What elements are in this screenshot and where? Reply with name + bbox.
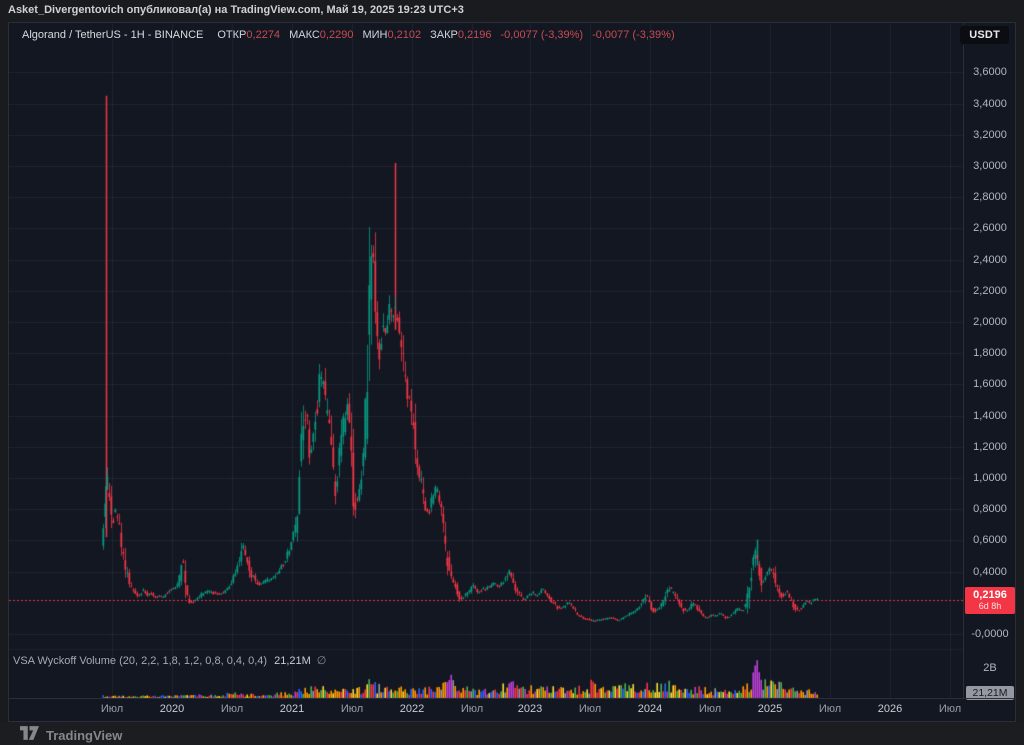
ohlc-high-value: 0,2290	[319, 29, 354, 41]
last-price-value: 0,2196	[973, 588, 1007, 601]
last-price-label: 0,2196 6d 8h	[965, 586, 1015, 614]
price-tick-label: 1,6000	[973, 378, 1007, 391]
bar-countdown: 6d 8h	[978, 600, 1002, 611]
ohlc-open-label: ОТКР	[217, 29, 247, 41]
indicator-value: 21,21M	[274, 655, 311, 667]
price-tick-label: 1,4000	[973, 409, 1007, 422]
price-tick-label: 0,4000	[973, 565, 1007, 578]
price-tick-label: 2,6000	[973, 222, 1007, 235]
price-tick-label: 2,2000	[973, 284, 1007, 297]
tradingview-logo-icon[interactable]	[20, 726, 39, 745]
ohlc-open-value: 0,2274	[246, 29, 281, 41]
time-tick-label: 2026	[877, 703, 903, 715]
time-axis[interactable]: Июл 2020 Июл 2021 Июл 2022 Июл 2023 Июл 2024 Июл 20…	[9, 698, 1015, 721]
price-tick-label: 3,6000	[973, 66, 1007, 79]
volume-axis-tick: 2B	[983, 662, 997, 674]
candlestick-chart-canvas[interactable]	[9, 23, 963, 699]
time-tick-label: Июл	[578, 703, 602, 715]
price-tick-label: 0,6000	[973, 534, 1007, 547]
ohlc-high-label: МАКС	[289, 29, 320, 41]
volume-last-value-badge: 21,21M	[966, 686, 1014, 700]
footer-brand-text[interactable]: TradingView	[46, 728, 123, 743]
ohlc-close-value: 0,2196	[457, 29, 492, 41]
time-tick-label: 2023	[517, 703, 543, 715]
time-tick-label: Июл	[698, 703, 722, 715]
price-tick-label: 0,8000	[973, 503, 1007, 516]
ohlc-close-label: ЗАКР	[430, 29, 458, 41]
time-tick-label: Июл	[100, 703, 124, 715]
time-tick-label: Июл	[220, 703, 244, 715]
time-tick-label: Июл	[340, 703, 364, 715]
price-tick-label: 3,2000	[973, 128, 1007, 141]
change-absolute-percent-2: -0,0077 (-3,39%)	[592, 29, 675, 41]
time-tick-label: 2020	[159, 703, 185, 715]
currency-toggle-button[interactable]: USDT	[959, 25, 1010, 45]
footer: TradingView	[0, 722, 1024, 745]
time-tick-label: 2024	[637, 703, 663, 715]
price-tick-label: 3,4000	[973, 97, 1007, 110]
price-tick-label: 2,8000	[973, 191, 1007, 204]
price-tick-label: 3,0000	[973, 160, 1007, 172]
chart-area: Algorand / TetherUS - 1H - BINANCE ОТКР0,…	[8, 22, 1016, 722]
time-tick-label: Июл	[460, 703, 484, 715]
price-tick-label: 1,0000	[973, 472, 1007, 484]
symbol-legend: Algorand / TetherUS - 1H - BINANCE ОТКР0,…	[22, 29, 684, 41]
change-absolute-percent: -0,0077 (-3,39%)	[500, 29, 584, 41]
time-tick-label: 2025	[757, 703, 783, 715]
price-tick-label: 1,8000	[973, 347, 1007, 360]
time-tick-label: Июл	[818, 703, 842, 715]
ohlc-low-label: МИН	[362, 29, 388, 41]
price-tick-label: -0,0000	[971, 628, 1009, 640]
symbol-title[interactable]: Algorand / TetherUS - 1H - BINANCE	[22, 29, 204, 41]
time-tick-label: 2021	[279, 703, 305, 715]
price-tick-label: 2,4000	[973, 253, 1007, 266]
indicator-average-icon: ∅	[316, 655, 327, 667]
indicator-title[interactable]: VSA Wyckoff Volume (20, 2,2, 1,8, 1,2, 0…	[13, 655, 268, 667]
price-tick-label: 1,2000	[973, 440, 1007, 453]
publish-note: Asket_Divergentovich опубликовал(а) на T…	[8, 4, 464, 16]
price-tick-label: 2,0000	[973, 316, 1007, 328]
ohlc-low-value: 0,2102	[387, 29, 422, 41]
price-axis[interactable]: 0,2196 6d 8h 2B 21,21M 3,6000 3,4000 3,200…	[963, 23, 1016, 700]
indicator-legend[interactable]: VSA Wyckoff Volume (20, 2,2, 1,8, 1,2, 0…	[13, 654, 326, 667]
time-tick-label: 2022	[399, 703, 425, 715]
time-tick-label: Июл	[938, 703, 962, 715]
